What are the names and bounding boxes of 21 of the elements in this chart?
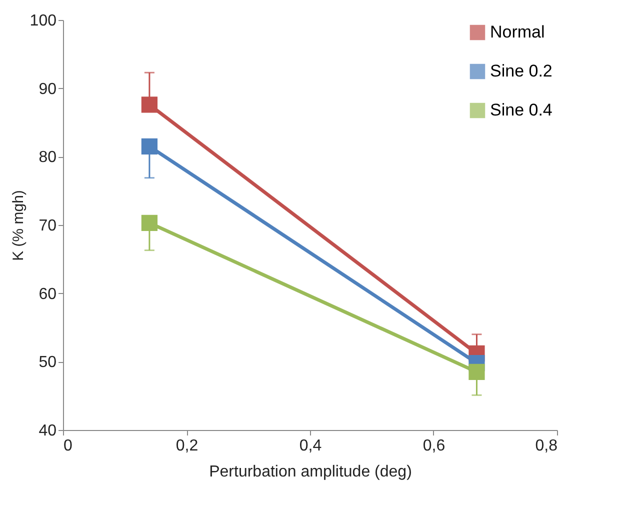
y-tick-label: 60 bbox=[38, 286, 57, 303]
y-tick-label: 80 bbox=[38, 149, 57, 166]
legend-label: Sine 0.2 bbox=[490, 62, 552, 80]
y-tick-label: 90 bbox=[38, 80, 57, 98]
legend-label: Normal bbox=[490, 22, 545, 42]
point bbox=[141, 214, 158, 232]
y-axis-title: K (% mgh) bbox=[10, 190, 27, 261]
x-axis-title: Perturbation amplitude (deg) bbox=[209, 464, 412, 480]
y-tick-label: 50 bbox=[38, 354, 57, 372]
point bbox=[141, 96, 158, 113]
x-tick-label: 0,6 bbox=[422, 438, 446, 454]
x-tick-label: 0,2 bbox=[176, 438, 198, 454]
point bbox=[468, 364, 485, 380]
x-tick-label: 0,8 bbox=[535, 438, 558, 454]
y-tick-label: 100 bbox=[30, 12, 57, 30]
y-tick-label: 70 bbox=[38, 218, 57, 234]
legend-label: Sine 0.4 bbox=[490, 100, 552, 120]
x-tick-label: 0 bbox=[64, 438, 72, 454]
point bbox=[141, 138, 158, 154]
x-tick-label: 0,4 bbox=[299, 438, 322, 454]
y-tick-label: 40 bbox=[38, 422, 57, 440]
